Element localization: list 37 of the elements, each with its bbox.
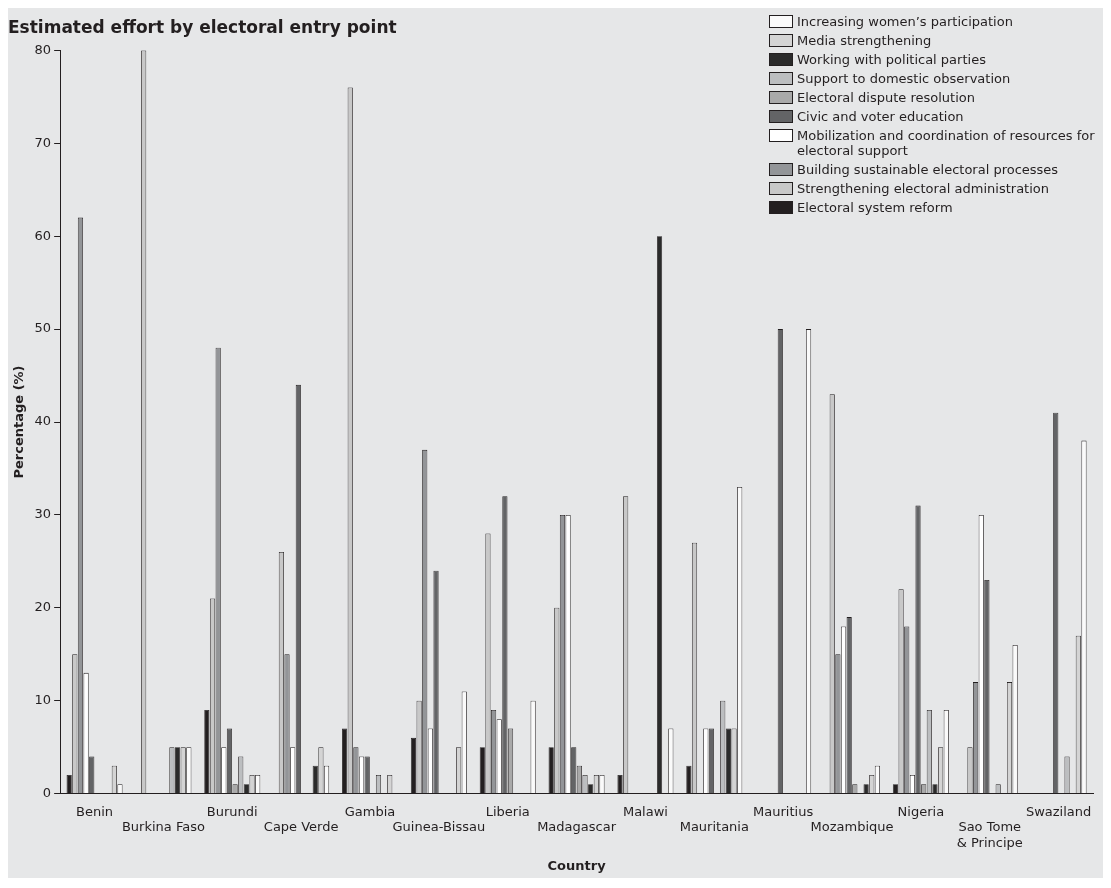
legend-label: Building sustainable electoral processes xyxy=(797,162,1059,177)
x-tick-label: Burundi xyxy=(206,803,258,819)
y-tick-label: 50 xyxy=(34,320,52,336)
y-tick-label: 70 xyxy=(34,134,52,150)
legend-label: Strengthening electoral administration xyxy=(797,181,1049,196)
x-tick-label: Benin xyxy=(76,803,114,819)
x-tick-label: Nigeria xyxy=(897,803,945,819)
legend-label: Mobilization and coordination of resources for electoral support xyxy=(797,128,1096,158)
x-tick-label: Malawi xyxy=(622,803,668,819)
x-tick-label: Mauritania xyxy=(679,819,749,835)
y-axis-title: Percentage (%) xyxy=(11,365,27,479)
y-tick-label: 60 xyxy=(34,227,52,243)
x-tick-label: Guinea-Bissau xyxy=(392,819,486,835)
x-tick-label: Mauritius xyxy=(753,803,814,819)
legend-label: Electoral dispute resolution xyxy=(797,90,975,105)
y-tick-label: 10 xyxy=(34,692,52,708)
x-axis-title: Country xyxy=(547,857,607,873)
y-tick-label: 0 xyxy=(42,784,52,800)
legend-label: Civic and voter education xyxy=(797,109,964,124)
legend-label: Support to domestic observation xyxy=(797,71,1011,86)
legend-label: Working with political parties xyxy=(797,52,986,67)
y-tick-label: 40 xyxy=(34,413,52,429)
legend-label: Increasing women’s participation xyxy=(797,14,1013,29)
legend-label: Electoral system reform xyxy=(797,200,953,215)
x-tick-label: Madagascar xyxy=(537,819,617,835)
x-tick-label: Swaziland xyxy=(1025,803,1092,819)
y-tick-label: 20 xyxy=(34,599,52,615)
x-tick-label: Gambia xyxy=(344,803,396,819)
chart-title: Estimated effort by electoral entry point xyxy=(8,16,397,37)
y-tick-label: 30 xyxy=(34,506,52,522)
x-tick-label: Mozambique xyxy=(810,819,894,835)
x-tick-label: Burkina Faso xyxy=(121,819,205,835)
legend-label: Media strengthening xyxy=(797,33,932,48)
y-tick-label: 80 xyxy=(34,41,52,57)
x-tick-label: Liberia xyxy=(485,803,530,819)
x-tick-label: Cape Verde xyxy=(263,819,339,835)
x-tick-label: Sao Tome & Principe xyxy=(956,819,1023,850)
